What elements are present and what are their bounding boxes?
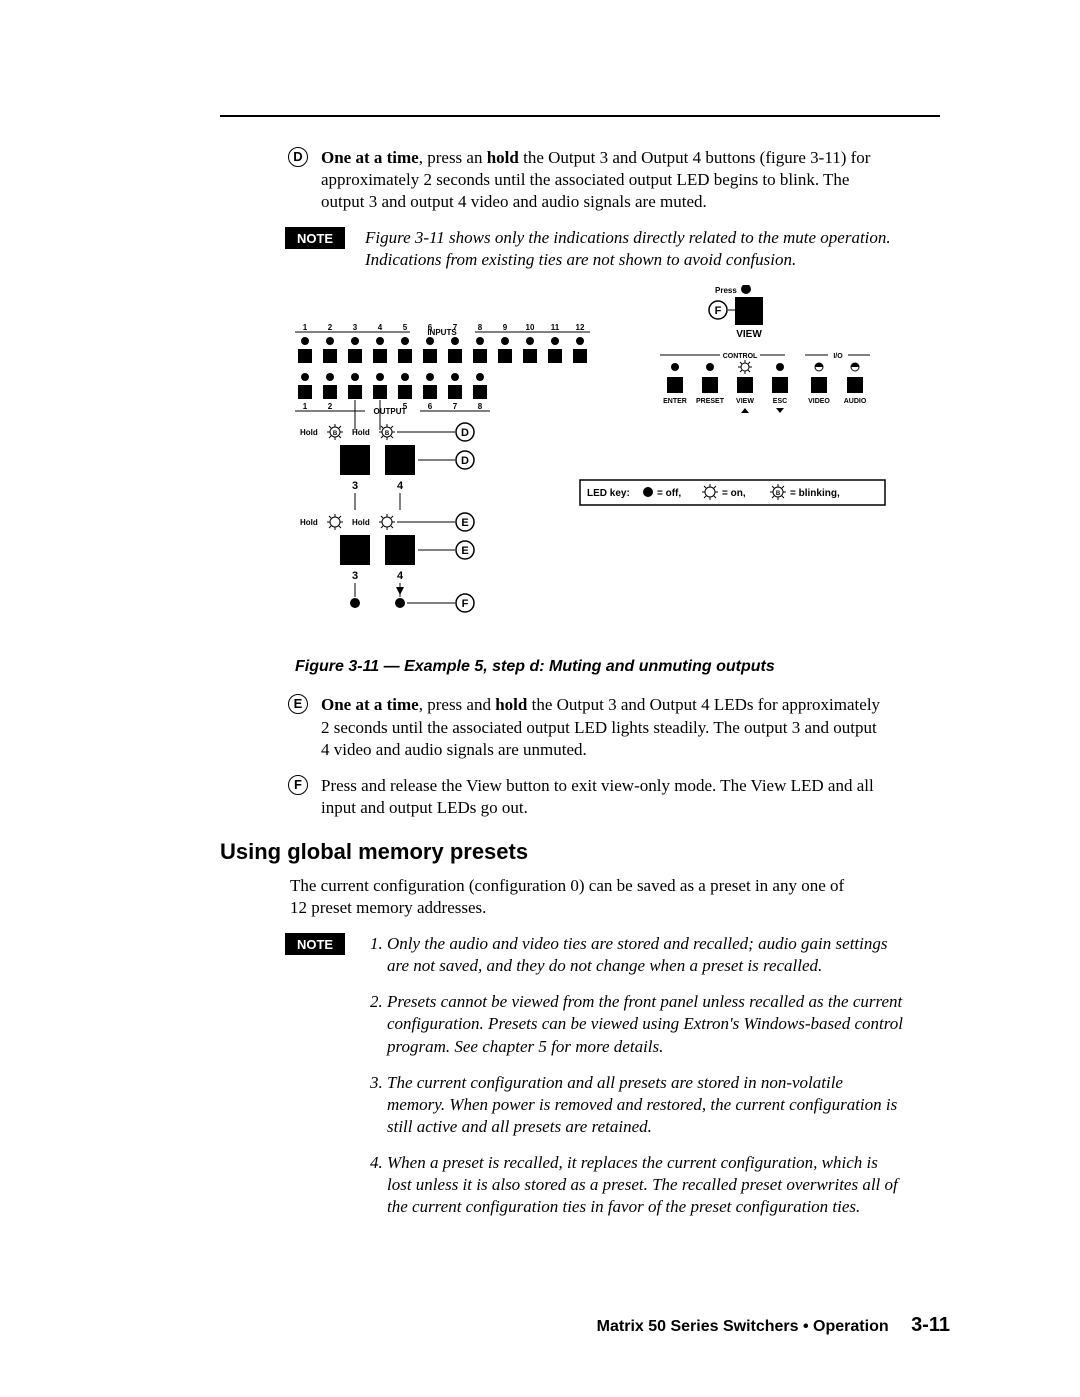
note2-item: Only the audio and video ties are stored…: [387, 933, 905, 977]
svg-text:4: 4: [397, 570, 404, 582]
svg-text:F: F: [462, 598, 469, 610]
note-1: NOTE Figure 3-11 shows only the indicati…: [285, 227, 950, 271]
svg-text:D: D: [461, 427, 469, 439]
note2-item: When a preset is recalled, it replaces t…: [387, 1152, 905, 1218]
svg-text:= on,: = on,: [722, 488, 746, 499]
step-d-bold2: hold: [487, 148, 519, 167]
svg-text:4: 4: [397, 480, 404, 492]
svg-text:6: 6: [428, 402, 433, 411]
svg-text:5: 5: [403, 323, 408, 332]
svg-text:9: 9: [503, 323, 508, 332]
svg-text:11: 11: [551, 323, 560, 332]
svg-text:8: 8: [478, 323, 483, 332]
note-1-text: Figure 3-11 shows only the indications d…: [365, 227, 905, 271]
svg-text:B: B: [333, 431, 338, 437]
svg-text:10: 10: [526, 323, 535, 332]
note2-item: The current configuration and all preset…: [387, 1072, 905, 1138]
svg-text:3: 3: [353, 323, 358, 332]
svg-text:= blinking,: = blinking,: [790, 488, 840, 499]
svg-text:Hold: Hold: [300, 518, 318, 527]
step-letter-f: F: [288, 775, 308, 795]
note-badge-2: NOTE: [285, 933, 345, 955]
step-e: E One at a time, press and hold the Outp…: [285, 694, 950, 760]
svg-text:Hold: Hold: [352, 428, 370, 437]
svg-text:D: D: [461, 455, 469, 467]
footer-title: Matrix 50 Series Switchers • Operation: [597, 1318, 889, 1335]
note2-item: Presets cannot be viewed from the front …: [387, 991, 905, 1057]
svg-text:4: 4: [378, 323, 383, 332]
svg-text:VIEW: VIEW: [736, 398, 754, 405]
svg-text:2: 2: [328, 402, 333, 411]
svg-text:INPUTS: INPUTS: [427, 328, 457, 337]
svg-text:I/O: I/O: [833, 353, 843, 360]
step-letter-e: E: [288, 694, 308, 714]
svg-text:B: B: [776, 491, 781, 497]
svg-text:VIDEO: VIDEO: [808, 398, 830, 405]
svg-text:12: 12: [576, 323, 585, 332]
page-footer: Matrix 50 Series Switchers • Operation 3…: [597, 1314, 950, 1337]
svg-text:CONTROL: CONTROL: [723, 353, 758, 360]
svg-text:2: 2: [328, 323, 333, 332]
svg-text:1: 1: [303, 323, 308, 332]
page-number: 3-11: [911, 1314, 950, 1336]
note-2: NOTE Only the audio and video ties are s…: [285, 933, 950, 1232]
svg-text:1: 1: [303, 402, 308, 411]
section-heading: Using global memory presets: [220, 839, 950, 865]
svg-text:AUDIO: AUDIO: [844, 398, 867, 405]
svg-text:E: E: [461, 545, 468, 557]
svg-text:LED key:: LED key:: [587, 488, 630, 499]
svg-text:7: 7: [453, 402, 458, 411]
page-content: D One at a time, press an hold the Outpu…: [130, 115, 950, 1246]
svg-text:Hold: Hold: [352, 518, 370, 527]
diagram-svg: 123 456 789 101112 INPUTS: [290, 285, 890, 645]
step-letter-d: D: [288, 147, 308, 167]
svg-text:Press: Press: [715, 286, 737, 295]
section-body: The current configuration (configuration…: [290, 875, 860, 919]
svg-text:PRESET: PRESET: [696, 398, 725, 405]
svg-text:VIEW: VIEW: [736, 329, 762, 340]
step-d: D One at a time, press an hold the Outpu…: [285, 147, 950, 213]
svg-text:8: 8: [478, 402, 483, 411]
svg-text:ESC: ESC: [773, 398, 787, 405]
svg-text:F: F: [715, 305, 722, 317]
figure-caption: Figure 3-11 — Example 5, step d: Muting …: [295, 658, 950, 676]
svg-text:B: B: [385, 431, 390, 437]
svg-text:ENTER: ENTER: [663, 398, 687, 405]
svg-text:Hold: Hold: [300, 428, 318, 437]
top-rule: [220, 115, 940, 117]
svg-text:= off,: = off,: [657, 488, 681, 499]
step-f: F Press and release the View button to e…: [285, 775, 950, 819]
step-d-bold1: One at a time: [321, 148, 419, 167]
figure-3-11-diagram: 123 456 789 101112 INPUTS: [290, 285, 890, 650]
svg-text:OUTPUT: OUTPUT: [374, 407, 407, 416]
svg-text:E: E: [461, 517, 468, 529]
svg-text:3: 3: [352, 570, 358, 582]
note-badge: NOTE: [285, 227, 345, 249]
svg-text:3: 3: [352, 480, 358, 492]
